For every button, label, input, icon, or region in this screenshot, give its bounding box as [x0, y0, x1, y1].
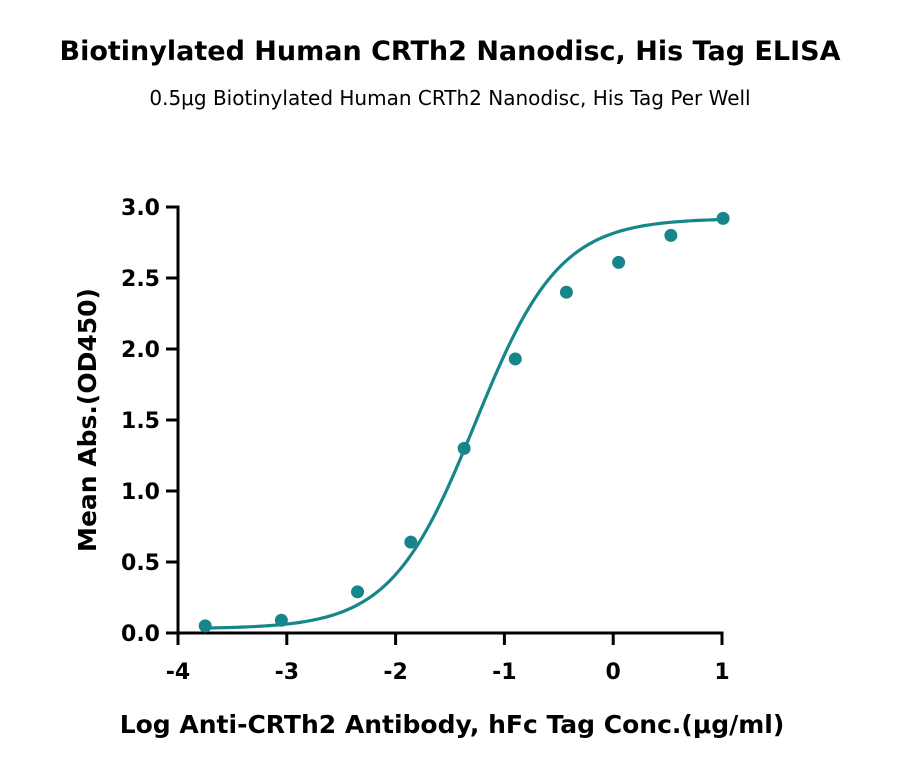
x-ticks: -4 -3 -2 -1 0 1 — [166, 633, 730, 685]
data-point — [351, 585, 365, 599]
y-tick-label: 0.0 — [121, 622, 160, 647]
x-tick-label: -4 — [166, 660, 190, 685]
x-tick-label: -3 — [275, 660, 299, 685]
y-tick-label: 1.0 — [121, 480, 160, 505]
data-point — [404, 535, 418, 549]
data-point — [508, 352, 522, 366]
y-ticks: 0.0 0.5 1.0 1.5 2.0 2.5 3.0 — [121, 196, 178, 647]
data-point — [274, 613, 288, 627]
data-point — [612, 255, 626, 269]
data-point — [716, 211, 730, 225]
data-point — [198, 619, 212, 633]
data-point — [457, 441, 471, 455]
y-tick-label: 0.5 — [121, 551, 160, 576]
y-tick-label: 3.0 — [121, 196, 160, 221]
x-tick-label: -1 — [492, 660, 516, 685]
fit-curves — [203, 217, 724, 630]
y-tick-label: 1.5 — [121, 409, 160, 434]
y-tick-label: 2.5 — [121, 267, 160, 292]
x-tick-label: 1 — [714, 660, 729, 685]
data-points — [198, 211, 730, 633]
x-axis-title: Log Anti-CRTh2 Antibody, hFc Tag Conc.(μ… — [120, 710, 785, 739]
chart-axes — [176, 205, 724, 635]
x-tick-label: 0 — [606, 660, 621, 685]
fit-curve — [203, 217, 724, 630]
chart-title: Biotinylated Human CRTh2 Nanodisc, His T… — [59, 36, 841, 67]
y-tick-label: 2.0 — [121, 338, 160, 363]
data-point — [664, 228, 678, 242]
y-axis-title: Mean Abs.(OD450) — [73, 288, 102, 552]
chart-subtitle: 0.5μg Biotinylated Human CRTh2 Nanodisc,… — [149, 86, 751, 110]
x-tick-label: -2 — [383, 660, 407, 685]
data-point — [559, 285, 573, 299]
